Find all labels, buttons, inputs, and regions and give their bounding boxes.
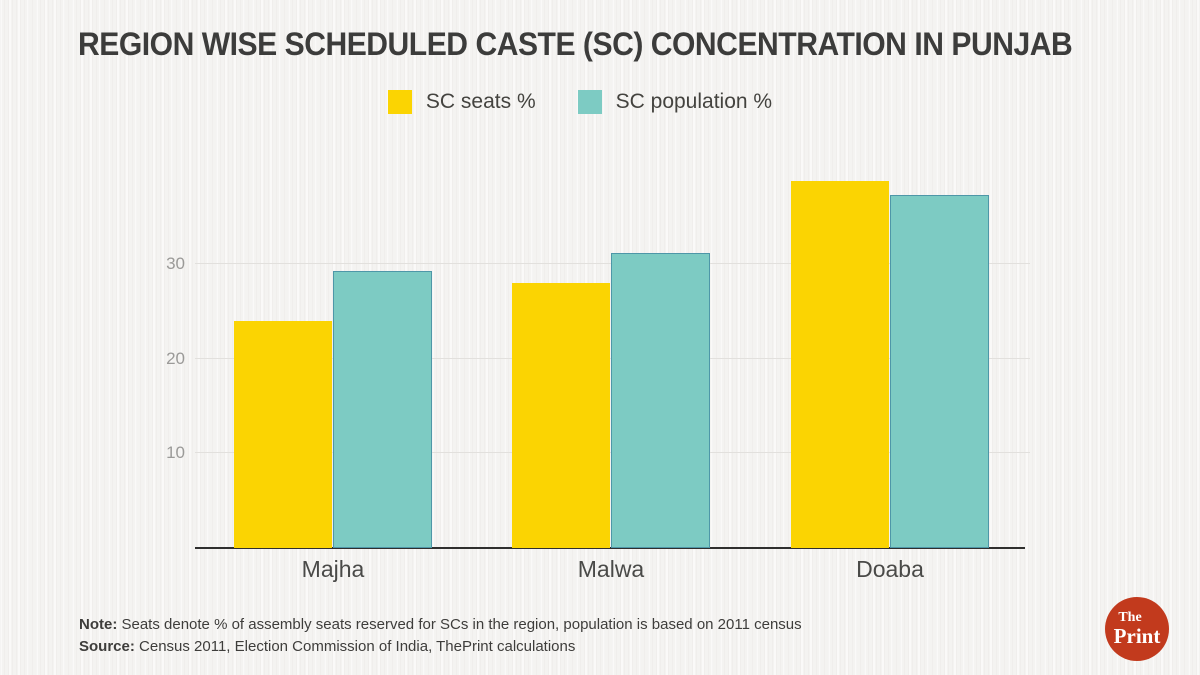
sc-population-swatch-icon — [577, 90, 602, 114]
x-axis-line — [195, 547, 1025, 549]
theprint-logo: The Print — [1105, 597, 1169, 661]
note-label: Note: — [79, 616, 118, 633]
bar-majha-sc-seats — [234, 320, 332, 548]
source-text: Census 2011, Election Commission of Indi… — [134, 638, 576, 655]
x-tick-label-majha: Majha — [301, 556, 365, 582]
legend-label-sc-seats: SC seats % — [425, 90, 536, 113]
y-tick-label-20: 20 — [166, 348, 185, 368]
legend-label-sc-population: SC population % — [615, 90, 773, 113]
bar-doaba-sc-seats — [791, 180, 889, 548]
legend: SC seats % SC population % — [0, 90, 1160, 114]
note-text: Seats denote % of assembly seats reserve… — [117, 616, 802, 633]
legend-item-sc-seats: SC seats % — [387, 90, 536, 114]
sc-seats-swatch-icon — [387, 90, 412, 114]
bar-chart: 10 20 30 Majha Malwa Doaba — [166, 148, 1030, 582]
y-tick-label-10: 10 — [166, 443, 185, 463]
footer-note: Note: Seats denote % of assembly seats r… — [79, 614, 802, 658]
x-tick-label-doaba: Doaba — [856, 556, 924, 582]
bar-malwa-sc-population — [611, 253, 710, 548]
bar-malwa-sc-seats — [512, 282, 610, 548]
chart-title: REGION WISE SCHEDULED CASTE (SC) CONCENT… — [78, 26, 1073, 62]
logo-text-print: Print — [1113, 624, 1161, 648]
y-tick-label-30: 30 — [166, 253, 185, 273]
x-tick-label-malwa: Malwa — [577, 556, 645, 582]
bar-majha-sc-population — [333, 271, 432, 548]
bar-doaba-sc-population — [890, 194, 989, 548]
source-line: Source: Census 2011, Election Commission… — [79, 636, 802, 658]
note-line: Note: Seats denote % of assembly seats r… — [79, 614, 802, 636]
source-label: Source: — [79, 638, 135, 655]
legend-item-sc-population: SC population % — [577, 90, 773, 114]
logo-text-the: The — [1118, 610, 1142, 625]
